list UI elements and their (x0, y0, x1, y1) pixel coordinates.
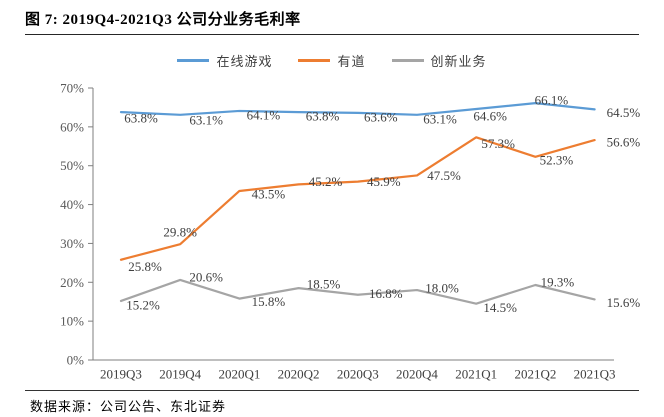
data-label: 63.1% (189, 112, 223, 127)
data-label: 63.8% (124, 111, 158, 126)
data-label: 63.6% (364, 109, 398, 124)
data-label: 64.6% (473, 108, 507, 123)
x-axis-label: 2020Q1 (218, 367, 260, 382)
figure-title: 图 7: 2019Q4-2021Q3 公司分业务毛利率 (25, 12, 301, 28)
data-label: 63.1% (423, 111, 457, 126)
x-axis-label: 2019Q4 (159, 367, 201, 382)
x-axis-label: 2020Q3 (337, 367, 379, 382)
data-label: 18.0% (425, 281, 459, 296)
legend-item-0[interactable]: 在线游戏 (177, 51, 272, 70)
data-label: 25.8% (128, 259, 162, 274)
legend-item-2[interactable]: 创新业务 (391, 51, 487, 70)
footer-divider (25, 390, 639, 391)
x-axis-label: 2020Q4 (396, 367, 438, 382)
data-label: 19.3% (541, 275, 575, 290)
legend-label: 有道 (337, 54, 366, 69)
y-axis-label: 40% (60, 197, 84, 212)
y-axis-label: 50% (60, 158, 84, 173)
title-divider (25, 34, 639, 35)
data-label: 15.6% (607, 295, 641, 310)
data-label: 15.8% (252, 294, 286, 309)
data-label: 56.6% (607, 135, 641, 150)
data-label: 45.2% (309, 174, 343, 189)
x-axis-label: 2021Q3 (574, 367, 616, 382)
legend-swatch-icon (177, 59, 210, 62)
series-line-1 (119, 136, 596, 261)
x-axis-label: 2020Q2 (278, 367, 320, 382)
data-label: 47.5% (427, 168, 461, 183)
series-line-2 (119, 278, 596, 305)
x-axis-label: 2021Q1 (455, 367, 497, 382)
x-axis-label: 2021Q2 (514, 367, 556, 382)
y-axis-label: 0% (67, 353, 85, 368)
data-label: 18.5% (307, 277, 341, 292)
x-axis-label: 2019Q3 (100, 367, 142, 382)
data-label: 63.8% (306, 109, 340, 124)
data-label: 15.2% (126, 297, 160, 312)
y-axis-label: 10% (60, 314, 84, 329)
y-axis-label: 70% (60, 81, 84, 96)
y-axis-label: 60% (60, 119, 84, 134)
series-line-0 (119, 102, 596, 116)
legend-swatch-icon (298, 59, 331, 62)
chart-legend: 在线游戏 有道 创新业务 (0, 51, 664, 70)
legend-item-1[interactable]: 有道 (298, 51, 365, 70)
source-note: 数据来源：公司公告、东北证券 (30, 399, 227, 414)
data-label: 66.1% (535, 93, 569, 108)
data-label: 64.1% (247, 107, 281, 122)
data-label: 20.6% (189, 269, 223, 284)
data-label: 29.8% (163, 225, 197, 240)
data-label: 64.5% (607, 105, 641, 120)
legend-swatch-icon (391, 59, 424, 62)
y-axis-label: 20% (60, 275, 84, 290)
data-label: 52.3% (540, 152, 574, 167)
data-label: 14.5% (483, 300, 517, 315)
data-label: 43.5% (252, 186, 286, 201)
data-label: 16.8% (369, 286, 403, 301)
data-label: 45.9% (367, 174, 401, 189)
y-axis-label: 30% (60, 236, 84, 251)
legend-label: 在线游戏 (216, 54, 273, 69)
legend-label: 创新业务 (430, 54, 487, 69)
data-label: 57.3% (481, 136, 515, 151)
